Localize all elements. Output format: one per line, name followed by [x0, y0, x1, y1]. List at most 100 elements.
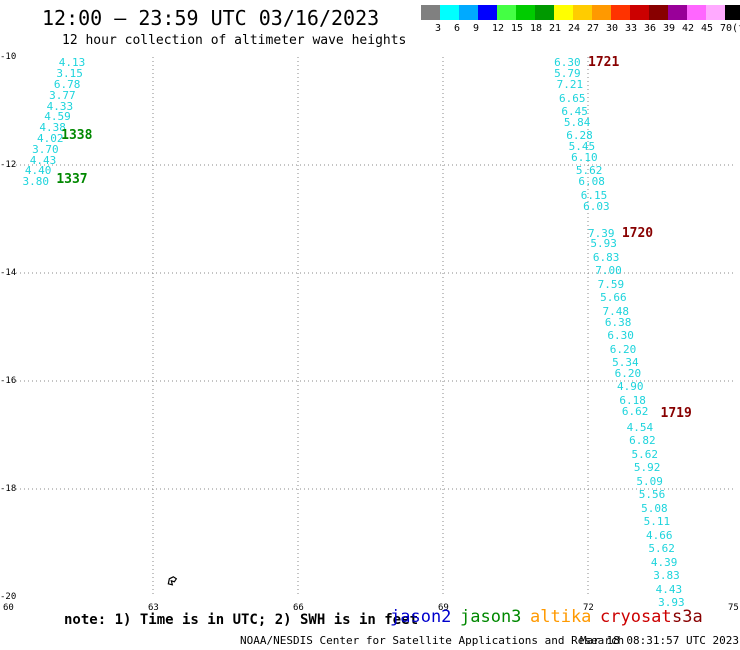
scale-swatch	[687, 5, 706, 20]
scale-label: 9	[473, 23, 480, 34]
wave-height-value: 6.03	[583, 199, 610, 213]
scale-swatch	[706, 5, 725, 20]
lon-tick-label: 60	[3, 603, 14, 613]
wave-height-value: 3.93	[658, 596, 685, 610]
wave-height-value: 4.90	[617, 380, 644, 394]
satellite-name: jason2	[390, 607, 452, 627]
wave-height-value: 4.66	[646, 528, 673, 542]
scale-unit: (ft)	[732, 23, 740, 34]
scale-label: 45	[701, 23, 714, 34]
scale-swatch	[535, 5, 554, 20]
wave-height-value: 6.30	[607, 329, 634, 343]
scale-label: 39	[663, 23, 676, 34]
pass-time-label: 1720	[621, 225, 654, 241]
lon-tick-label: 63	[148, 603, 159, 613]
lon-tick-label: 69	[438, 603, 449, 613]
wave-height-value: 5.62	[648, 542, 675, 556]
lon-tick-label: 66	[293, 603, 304, 613]
scale-label: 70	[720, 23, 733, 34]
wave-height-value: 4.02	[37, 132, 64, 145]
wave-height-value: 6.78	[53, 78, 81, 91]
wave-height-value: 3.70	[32, 142, 59, 156]
credit-text: NOAA/NESDIS Center for Satellite Applica…	[240, 634, 625, 647]
wave-height-value: 6.65	[559, 91, 586, 105]
wave-height-value: 7.00	[595, 264, 622, 278]
scale-swatch	[497, 5, 516, 20]
lat-tick-label: -12	[0, 160, 17, 170]
wave-height-value: 5.66	[600, 291, 627, 305]
wave-height-value: 6.30	[554, 56, 581, 70]
lat-tick-label: -16	[0, 376, 17, 386]
scale-label: 33	[625, 23, 638, 34]
wave-height-value: 4.13	[58, 56, 86, 70]
wave-height-value: 5.92	[633, 461, 661, 475]
wave-height-value: 6.83	[592, 250, 620, 264]
wave-height-value: 4.59	[44, 110, 71, 124]
pass-time-label: 1337	[56, 171, 88, 187]
scale-swatch	[554, 5, 573, 20]
scale-swatch	[459, 5, 478, 20]
wave-height-value: 5.09	[636, 474, 663, 488]
scale-swatch	[630, 5, 649, 20]
scale-swatch	[440, 5, 459, 20]
wave-height-value: 5.11	[643, 515, 671, 529]
satellite-name: altika	[530, 607, 592, 627]
wave-height-value: 3.83	[653, 569, 680, 583]
wave-height-value: 6.28	[566, 129, 593, 143]
wave-height-value: 5.45	[568, 140, 596, 154]
lon-tick-label: 72	[583, 603, 594, 613]
wave-height-value: 6.45	[561, 105, 588, 118]
pass-time-label: 1719	[660, 406, 692, 422]
wave-height-value: 3.77	[49, 88, 76, 102]
wave-height-value: 4.54	[626, 420, 654, 434]
wave-height-value: 4.33	[46, 99, 74, 113]
wave-height-value: 6.20	[609, 342, 637, 356]
lat-tick-label: -10	[0, 52, 17, 62]
scale-label: 15	[511, 23, 524, 34]
lat-tick-label: -18	[0, 484, 17, 494]
scale-swatch	[478, 5, 497, 20]
wave-height-value: 7.59	[597, 277, 625, 291]
scale-label: 18	[530, 23, 543, 34]
wave-height-value: 5.56	[638, 488, 666, 502]
wave-height-value: 5.79	[554, 67, 581, 81]
wave-height-value: 5.84	[563, 115, 591, 129]
scale-swatch	[516, 5, 535, 20]
wave-height-value: 6.62	[621, 404, 649, 418]
wave-height-value: 6.38	[604, 315, 632, 329]
scale-label: 42	[682, 23, 695, 34]
wave-height-value: 4.40	[24, 164, 52, 178]
scale-label: 6	[454, 23, 461, 34]
scale-swatch	[611, 5, 630, 20]
scale-label: 24	[568, 23, 581, 34]
lat-tick-label: -20	[0, 592, 17, 602]
wave-height-value: 7.39	[588, 226, 615, 240]
pass-time-label: 1721	[588, 55, 620, 71]
scale-swatch	[421, 5, 440, 20]
lon-tick-label: 75	[728, 603, 739, 613]
wave-height-value: 7.48	[602, 304, 630, 318]
wave-height-value: 7.21	[556, 78, 584, 91]
wave-height-value: 6.15	[580, 188, 608, 202]
wave-height-value: 4.43	[655, 582, 683, 596]
wave-height-value: 3.15	[56, 67, 83, 81]
wave-height-value: 5.34	[612, 356, 639, 370]
wave-height-value: 4.38	[39, 121, 66, 135]
wave-height-value: 6.20	[614, 366, 642, 380]
satellite-name: s3a	[672, 607, 703, 627]
island-outline	[167, 576, 178, 586]
wave-height-value: 6.08	[578, 175, 605, 189]
satellite-name: cryosat	[600, 607, 672, 627]
wave-height-value: 5.93	[590, 237, 617, 251]
scale-swatch	[668, 5, 687, 20]
wave-height-value: 4.39	[650, 555, 678, 569]
satellite-name: jason3	[460, 607, 522, 627]
map-subtitle: 12 hour collection of altimeter wave hei…	[62, 33, 407, 48]
scale-label: 27	[587, 23, 600, 34]
pass-time-label: 1338	[61, 128, 93, 144]
scale-label: 30	[606, 23, 619, 34]
scale-label: 36	[644, 23, 657, 34]
wave-height-value: 5.62	[631, 447, 659, 461]
footer-note: note: 1) Time is in UTC; 2) SWH is in fe…	[64, 612, 419, 628]
scale-label: 12	[492, 23, 505, 34]
